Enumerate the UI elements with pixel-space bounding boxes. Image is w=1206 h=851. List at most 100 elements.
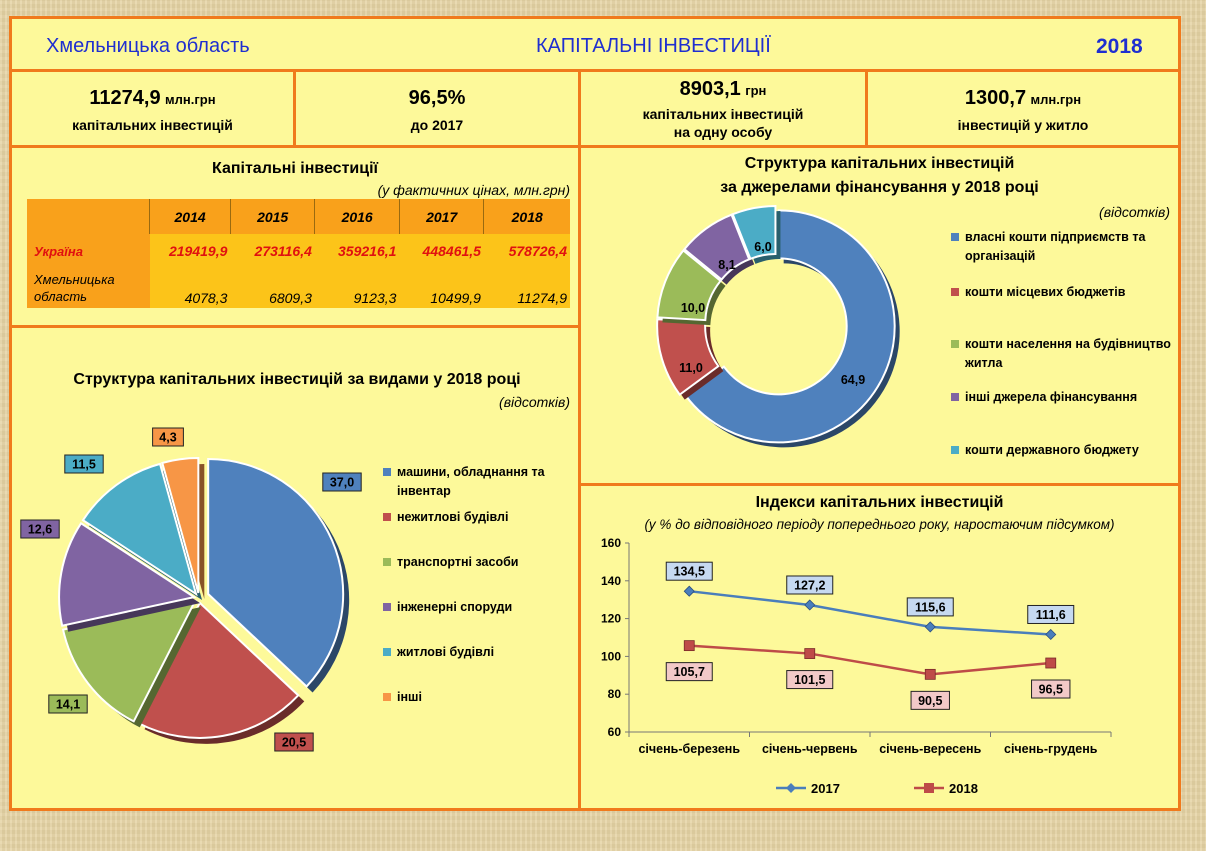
kpi-value: 11274,9 [89, 87, 161, 109]
kpi-per-capita: 8903,1 грн капітальних інвестицій на одн… [578, 69, 868, 148]
svg-text:96,5: 96,5 [1039, 683, 1063, 697]
doughnut-slice [656, 318, 720, 397]
data-point-2017 [683, 585, 695, 597]
table-cell: 273116,4 [254, 243, 312, 259]
table-cell: 359216,1 [338, 243, 397, 259]
line-chart-title: Індекси капітальних інвестицій [755, 494, 1004, 511]
doughnut-data-label: 10,0 [681, 301, 705, 315]
pie-legend-label: машини, обладнання та інвентар [397, 465, 545, 498]
data-label-2017: 127,2 [786, 575, 834, 595]
svg-text:12,6: 12,6 [28, 523, 52, 537]
doughnut-slice [656, 249, 722, 322]
x-tick-label: січень-березень [638, 742, 740, 756]
pie-legend-label: транспортні засоби [397, 555, 519, 569]
doughnut-legend-label: кошти населення на будівництво житла [965, 337, 1171, 370]
table-row-label: Хмельницька область [27, 268, 150, 308]
svg-text:111,6: 111,6 [1036, 608, 1066, 622]
pie-legend-swatch [383, 648, 391, 656]
pie-data-label: 14,1 [48, 694, 88, 714]
table-cell: 9123,3 [353, 290, 397, 306]
kpi-label: капітальних інвестицій [642, 106, 804, 122]
line-chart-panel: Індекси капітальних інвестицій (у % до в… [578, 483, 1181, 811]
pie-slice [137, 601, 300, 739]
pie-legend-label: нежитлові будівлі [397, 510, 509, 524]
pie-legend-swatch [383, 693, 391, 701]
table-row: Україна 219419,9 273116,4 359216,1 44846… [27, 234, 570, 268]
doughnut-slice [731, 205, 777, 261]
kpi-label: інвестицій у житло [957, 117, 1089, 133]
data-label-2018: 90,5 [910, 690, 950, 710]
data-point-2018 [683, 640, 695, 652]
doughnut-legend-label: інші джерела фінансування [965, 390, 1138, 404]
svg-text:14,1: 14,1 [56, 698, 80, 712]
doughnut-legend-swatch [951, 288, 959, 296]
svg-text:105,7: 105,7 [674, 665, 705, 679]
data-point-2017 [804, 599, 816, 611]
table-subtitle: (у фактичних цінах, млн.грн) [377, 182, 570, 198]
doughnut-chart-panel: Структура капітальних інвестицій за джер… [578, 145, 1181, 486]
table-header-corner [27, 199, 151, 234]
kpi-value-line: 8903,1 грн [581, 78, 865, 101]
table-title: Капітальні інвестиції [211, 160, 379, 177]
doughnut-chart: 64,9 11,0 10,0 8,1 6,0 [656, 205, 900, 448]
doughnut-legend-label: кошти місцевих бюджетів [965, 285, 1126, 299]
data-point-2017 [924, 621, 936, 633]
kpi-value: 96,5% [408, 87, 466, 109]
pie-slice [161, 457, 200, 594]
pie-legend-swatch [383, 558, 391, 566]
pie-data-label: 37,0 [322, 472, 362, 492]
investment-table: 2014 2015 2016 2017 2018 Україна 219419,… [27, 199, 570, 308]
svg-text:90,5: 90,5 [918, 694, 942, 708]
y-tick-label: 160 [601, 536, 621, 550]
data-point-2018 [1045, 657, 1057, 669]
x-tick-label: січень-вересень [879, 742, 981, 756]
table-header-year: 2018 [511, 208, 543, 225]
doughnut-legend-item: кошти державного бюджету [951, 441, 1176, 460]
table-cell: 4078,3 [184, 290, 228, 306]
pie-legend-label: інші [397, 690, 422, 704]
pie-slice [81, 462, 198, 597]
data-point-2017 [1045, 628, 1057, 641]
kpi-value: 8903,1 [679, 78, 741, 100]
pie-legend-label: житлові будівлі [397, 645, 495, 659]
svg-text:127,2: 127,2 [794, 578, 825, 592]
pie-legend-swatch [383, 603, 391, 611]
table-cell: 11274,9 [517, 290, 567, 306]
data-label-2017: 111,6 [1027, 604, 1075, 624]
svg-text:37,0: 37,0 [330, 476, 354, 490]
pie-data-label: 20,5 [274, 732, 314, 752]
x-tick-label: січень-червень [762, 742, 858, 756]
doughnut-chart-title-2: за джерелами фінансування у 2018 році [720, 179, 1039, 196]
table-header-year: 2017 [399, 199, 485, 234]
pie-chart-subtitle: (відсотків) [499, 394, 570, 410]
kpi-label-2: на одну особу [673, 124, 773, 140]
table-cell: 6809,3 [269, 290, 312, 306]
doughnut-data-label: 64,9 [841, 373, 865, 387]
pie-legend-item: житлові будівлі [383, 643, 573, 662]
doughnut-legend-item: інші джерела фінансування [951, 388, 1176, 407]
series-line-2017 [689, 589, 1051, 636]
line-legend-item: 2017 [776, 781, 840, 796]
data-label-2017: 134,5 [665, 561, 713, 581]
pie-chart-title: Структура капітальних інвестицій за вида… [73, 371, 521, 388]
doughnut-legend-swatch [951, 393, 959, 401]
data-label-2018: 105,7 [665, 662, 713, 682]
x-tick-label: січень-грудень [1004, 742, 1098, 756]
line-legend-label: 2018 [949, 781, 978, 796]
line-chart: 60 80 100 120 140 160 січень-березень січень-че… [601, 536, 1112, 796]
year-label: 2018 [1096, 35, 1143, 58]
series-line-2018 [689, 644, 1051, 676]
doughnut-legend-item: кошти місцевих бюджетів [951, 283, 1176, 302]
pie-legend-item: інші [383, 688, 573, 707]
pie-legend-item: машини, обладнання та інвентар [383, 463, 573, 501]
doughnut-chart-subtitle: (відсотків) [1099, 204, 1170, 220]
data-point-2018 [924, 668, 936, 680]
pie-legend-item: нежитлові будівлі [383, 508, 573, 527]
kpi-label: до 2017 [410, 117, 464, 133]
table-cell: 10499,9 [430, 290, 481, 306]
kpi-unit: грн [745, 83, 767, 98]
y-tick-label: 120 [601, 612, 621, 626]
kpi-value: 1300,7 [964, 87, 1027, 109]
pie-slice [58, 521, 197, 627]
kpi-housing-investment: 1300,7 млн.грн інвестицій у житло [865, 69, 1181, 148]
